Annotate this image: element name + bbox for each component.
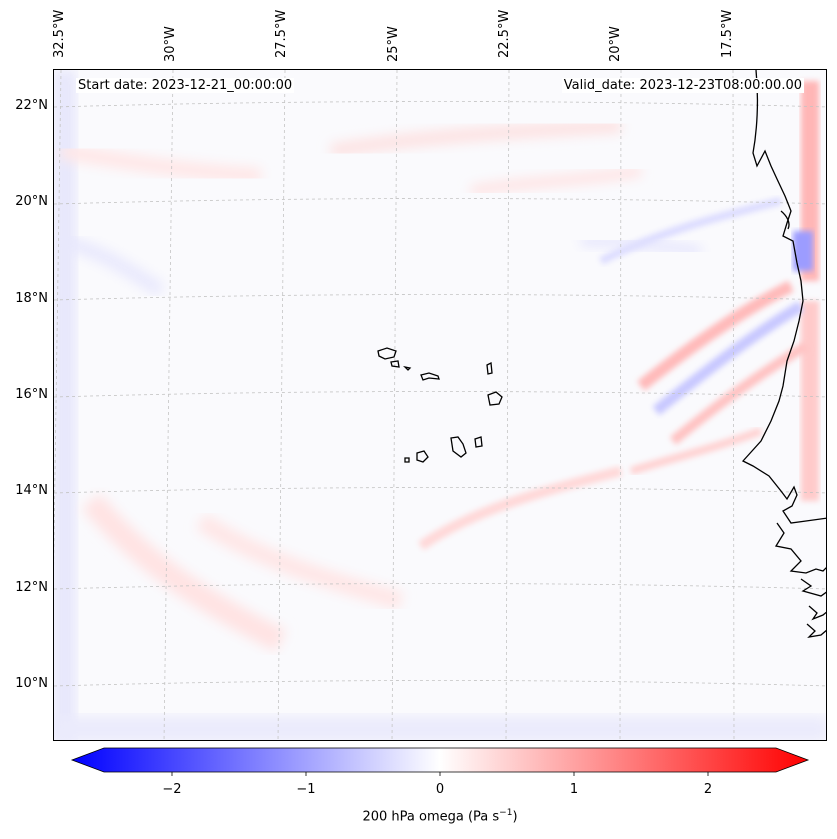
field-blob bbox=[470, 166, 642, 196]
coastline-guinea bbox=[800, 578, 826, 638]
island-brava bbox=[404, 457, 410, 463]
field-blob bbox=[599, 197, 782, 265]
lon-label-30w: 30°W bbox=[163, 26, 178, 62]
field-blob bbox=[580, 237, 702, 255]
field-blob bbox=[81, 493, 287, 652]
colorbar-tick-label: 1 bbox=[569, 782, 579, 797]
lat-label-16n: 16°N bbox=[15, 387, 48, 402]
island-fogo bbox=[416, 450, 429, 463]
valid-date-label: Valid_date: 2023-12-23T08:00:00.00 bbox=[561, 78, 804, 93]
island-santo-antao bbox=[377, 347, 397, 360]
lat-label-22n: 22°N bbox=[15, 98, 48, 113]
field-blob bbox=[652, 301, 804, 416]
lon-label-27-5w: 27.5°W bbox=[274, 9, 289, 58]
colorbar-label-suffix: ) bbox=[512, 809, 518, 825]
island-boa-vista bbox=[487, 391, 503, 406]
island-sao-vicente bbox=[390, 360, 400, 368]
field-blob bbox=[59, 234, 165, 297]
lon-label-22-5w: 22.5°W bbox=[497, 9, 512, 58]
island-santa-luzia bbox=[403, 365, 412, 371]
lon-label-25w: 25°W bbox=[386, 26, 401, 62]
field-blob bbox=[54, 716, 826, 740]
lat-label-20n: 20°N bbox=[15, 194, 48, 209]
field-blob bbox=[54, 70, 76, 740]
colorbar-tick-label: −2 bbox=[162, 782, 182, 797]
lon-label-17-5w: 17.5°W bbox=[720, 9, 735, 58]
island-santiago bbox=[450, 436, 467, 458]
colorbar-tick-marks bbox=[171, 772, 709, 776]
field-blob bbox=[801, 301, 819, 501]
coastline bbox=[377, 70, 826, 638]
lat-label-14n: 14°N bbox=[15, 483, 48, 498]
lat-label-12n: 12°N bbox=[15, 580, 48, 595]
field-blob bbox=[793, 231, 813, 271]
colorbar-tick-label: 2 bbox=[703, 782, 713, 797]
island-sal bbox=[486, 361, 493, 375]
colorbar-bar bbox=[70, 747, 810, 773]
lat-label-10n: 10°N bbox=[15, 676, 48, 691]
lat-label-18n: 18°N bbox=[15, 291, 48, 306]
coastline-africa bbox=[741, 70, 826, 524]
island-maio bbox=[474, 436, 483, 448]
omega-field bbox=[54, 70, 826, 740]
colorbar-label-prefix: 200 hPa omega (Pa s bbox=[362, 809, 500, 825]
start-date-label: Start date: 2023-12-21_00:00:00 bbox=[76, 78, 295, 93]
lon-label-32-5w: 32.5°W bbox=[52, 9, 67, 58]
field-blob bbox=[418, 466, 623, 551]
colorbar-label-exponent: −1 bbox=[499, 808, 513, 818]
colorbar-label: 200 hPa omega (Pa s−1) bbox=[362, 808, 517, 824]
colorbar-tick-label: −1 bbox=[296, 782, 316, 797]
field-blob bbox=[629, 427, 763, 475]
field-blob bbox=[637, 280, 794, 391]
colorbar-tick-label: 0 bbox=[435, 782, 445, 797]
graticule bbox=[54, 70, 826, 740]
map-panel[interactable]: Start date: 2023-12-21_00:00:00 Valid_da… bbox=[53, 69, 827, 741]
coastline-africa-south bbox=[774, 522, 826, 574]
coastline-blob-north bbox=[780, 210, 790, 230]
field-blob bbox=[59, 143, 262, 184]
lon-label-20w: 20°W bbox=[608, 26, 623, 62]
field-blob bbox=[329, 119, 622, 158]
field-blob bbox=[196, 513, 404, 610]
map-canvas bbox=[54, 70, 826, 740]
island-sao-nicolau bbox=[420, 372, 440, 381]
